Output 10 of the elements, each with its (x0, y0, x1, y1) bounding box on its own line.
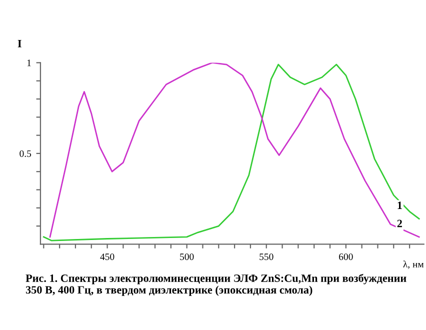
x-tick-label: 450 (100, 254, 114, 260)
x-axis-title: λ, нм (403, 260, 424, 269)
x-tick-label: 600 (339, 254, 353, 260)
x-tick-label: 550 (260, 254, 274, 260)
text: Рис. 1. Спектры электролюминесценции ЭЛФ ZnS:Cu,Mn при возбуждении 350 В, 400 Гц, в твердом диэлектрике (эпоксидная смола) (26, 274, 406, 296)
series-label: 1 (398, 202, 402, 209)
x-tick-label: 500 (180, 254, 194, 260)
series-label: 2 (397, 220, 402, 228)
y-axis-title: I (18, 40, 22, 48)
y-tick-label: 0.5 (20, 150, 32, 157)
